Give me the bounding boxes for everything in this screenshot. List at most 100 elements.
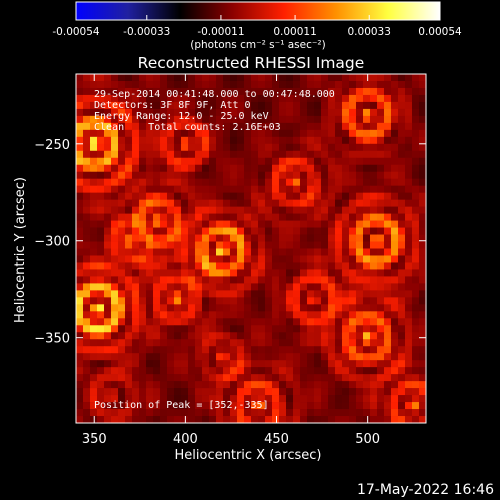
heatmap-cell (398, 388, 406, 396)
heatmap-cell (391, 325, 399, 333)
heatmap-cell (307, 80, 315, 89)
heatmap-cell (293, 171, 301, 179)
heatmap-cell (405, 269, 413, 277)
heatmap-cell (335, 234, 343, 242)
heatmap-cell (356, 346, 364, 354)
heatmap-cell (209, 164, 217, 173)
heatmap-cell (412, 304, 420, 312)
heatmap-cell (258, 276, 266, 284)
annotation-energy-range: Energy Range: 12.0 - 25.0 keV (94, 111, 269, 122)
heatmap-cell (286, 283, 294, 291)
heatmap-cell (153, 332, 161, 340)
heatmap-cell (160, 115, 168, 124)
heatmap-cell (321, 409, 329, 417)
heatmap-cell (90, 108, 98, 117)
heatmap-cell (230, 178, 238, 186)
heatmap-cell (258, 220, 266, 228)
heatmap-cell (202, 74, 210, 82)
heatmap-cell (307, 304, 315, 312)
heatmap-cell (174, 367, 182, 375)
heatmap-cell (76, 304, 84, 312)
heatmap-cell (104, 388, 112, 396)
heatmap-cell (412, 241, 420, 249)
heatmap-cell (97, 115, 105, 124)
heatmap-cell (216, 409, 224, 417)
heatmap-cell (314, 199, 322, 207)
heatmap-cell (230, 304, 238, 312)
heatmap-cell (195, 101, 203, 110)
heatmap-cell (293, 101, 301, 110)
colorbar-strip (75, 1, 441, 21)
heatmap-cell (83, 290, 91, 298)
heatmap-cell (195, 374, 203, 382)
heatmap-cell (230, 395, 238, 403)
heatmap-cell (118, 206, 126, 214)
heatmap-cell (83, 262, 91, 270)
heatmap-cell (398, 115, 406, 124)
heatmap-cell (97, 325, 105, 333)
heatmap-cell (384, 332, 392, 340)
heatmap-cell (300, 311, 308, 319)
heatmap-cell (153, 325, 161, 333)
heatmap-cell (146, 262, 154, 270)
heatmap-cell (146, 283, 154, 291)
heatmap-cell (209, 395, 217, 403)
heatmap-cell (181, 297, 189, 305)
heatmap-cell (279, 381, 287, 389)
heatmap-cell (202, 255, 210, 263)
heatmap-cell (419, 304, 426, 312)
heatmap-cell (272, 192, 280, 200)
heatmap-cell (265, 136, 273, 145)
heatmap-cell (419, 150, 426, 159)
heatmap-cell (76, 402, 84, 410)
heatmap-cell (412, 192, 420, 200)
heatmap-cell (286, 206, 294, 214)
heatmap-cell (279, 332, 287, 340)
heatmap-cell (223, 388, 231, 396)
heatmap-cell (209, 416, 217, 423)
heatmap-cell (125, 283, 133, 291)
heatmap-cell (146, 143, 154, 152)
heatmap-cell (111, 74, 119, 82)
heatmap-cell (90, 227, 98, 235)
heatmap-cell (377, 87, 385, 96)
heatmap-cell (356, 199, 364, 207)
heatmap-cell (97, 74, 105, 82)
heatmap-cell (97, 150, 105, 159)
heatmap-cell (279, 388, 287, 396)
heatmap-cell (167, 157, 175, 166)
heatmap-cell (209, 80, 217, 89)
heatmap-cell (314, 416, 322, 423)
heatmap-cell (300, 94, 308, 103)
heatmap-cell (118, 94, 126, 103)
heatmap-cell (356, 304, 364, 312)
heatmap-cell (83, 101, 91, 110)
heatmap-cell (384, 262, 392, 270)
heatmap-cell (293, 129, 301, 138)
heatmap-cell (419, 108, 426, 117)
heatmap-cell (342, 199, 350, 207)
heatmap-cell (111, 157, 119, 166)
heatmap-cell (223, 74, 231, 82)
heatmap-cell (307, 269, 315, 277)
heatmap-cell (216, 150, 224, 159)
heatmap-cell (139, 332, 147, 340)
heatmap-cell (412, 213, 420, 221)
heatmap-cell (160, 332, 168, 340)
heatmap-cell (202, 101, 210, 110)
heatmap-cell (104, 94, 112, 103)
heatmap-cell (188, 269, 196, 277)
heatmap-cell (328, 325, 336, 333)
heatmap-cell (195, 248, 203, 256)
heatmap-cell (363, 108, 371, 117)
heatmap-cell (398, 143, 406, 152)
heatmap-cell (335, 409, 343, 417)
heatmap-cell (384, 297, 392, 305)
heatmap-cell (384, 227, 392, 235)
heatmap-cell (342, 381, 350, 389)
heatmap-cell (244, 346, 252, 354)
heatmap-cell (412, 74, 420, 82)
heatmap-cell (279, 374, 287, 382)
heatmap-cell (335, 199, 343, 207)
heatmap-cell (125, 395, 133, 403)
